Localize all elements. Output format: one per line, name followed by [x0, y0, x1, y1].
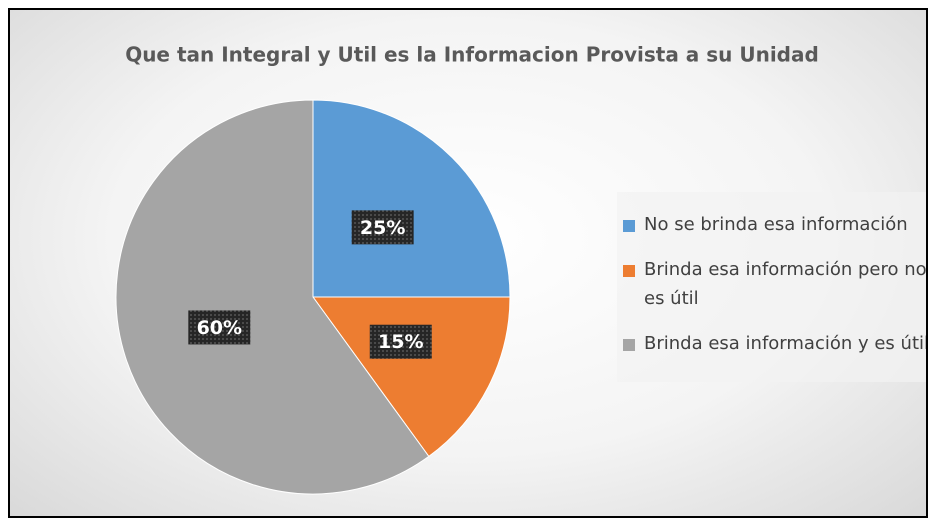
chart-frame: Que tan Integral y Util es la Informacio…: [8, 8, 928, 518]
pie-slice: [312, 296, 511, 458]
chart-title: Que tan Integral y Util es la Informacio…: [125, 43, 819, 67]
legend-entry: No se brinda esa información: [623, 210, 926, 239]
legend-label: Brinda esa información y es útil: [644, 333, 928, 354]
data-label-box: [188, 310, 251, 345]
pie-slice: [312, 99, 511, 298]
legend-label: Brinda esa información pero no es útil: [644, 259, 927, 309]
legend-swatch: [623, 265, 635, 277]
data-label: 25%: [360, 217, 405, 239]
legend-swatch: [623, 220, 635, 232]
data-label: 60%: [197, 317, 242, 339]
legend: No se brinda esa información Brinda esa i…: [617, 192, 928, 382]
pie-slice: [115, 99, 430, 495]
legend-label: No se brinda esa información: [644, 214, 908, 235]
data-label-box: [369, 324, 432, 359]
data-label-box: [351, 210, 414, 245]
legend-entry: Brinda esa información y es útil: [623, 329, 928, 358]
chart: Que tan Integral y Util es la Informacio…: [115, 43, 819, 495]
data-label: 15%: [378, 331, 423, 353]
legend-swatch: [623, 339, 635, 351]
legend-entry: Brinda esa información pero no es útil: [623, 255, 927, 313]
